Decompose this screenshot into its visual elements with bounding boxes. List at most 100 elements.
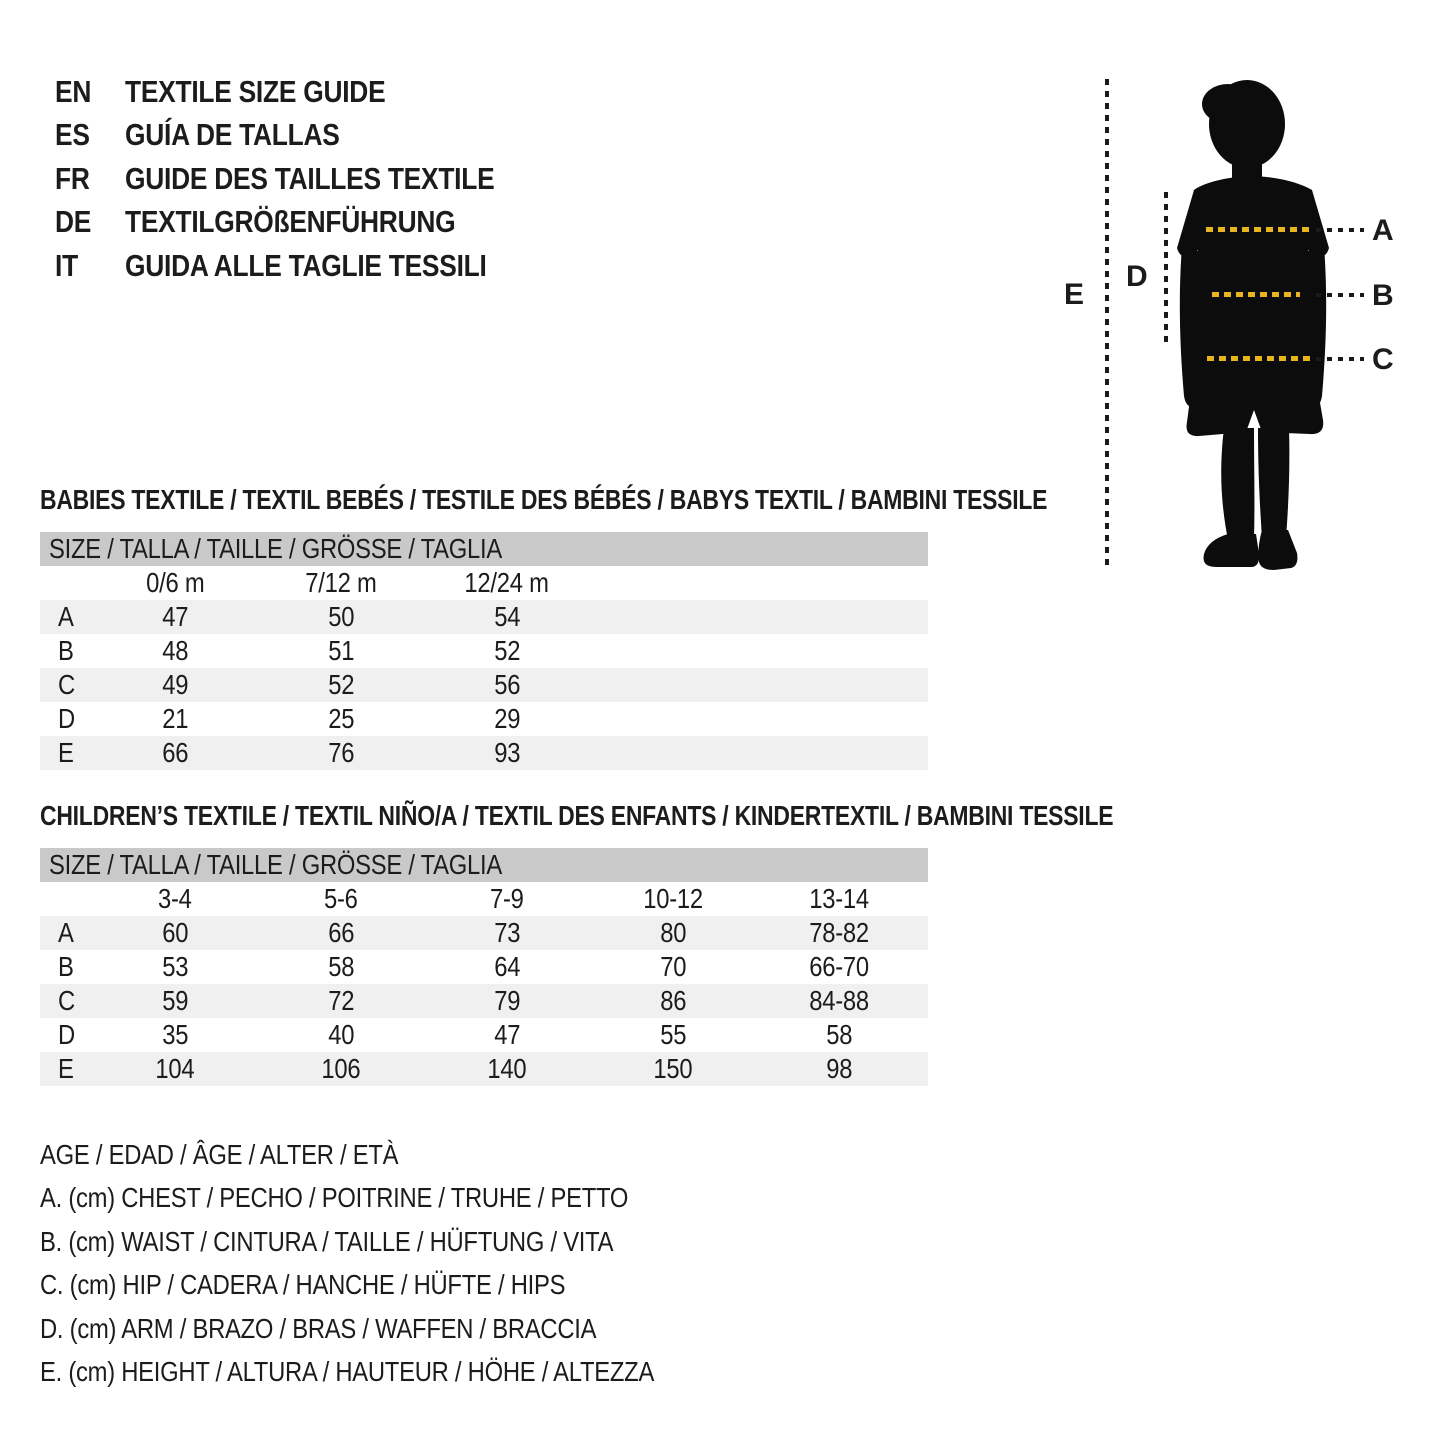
lang-code: EN bbox=[55, 74, 125, 110]
cell-value: 98 bbox=[826, 1053, 852, 1084]
cell-value: 84-88 bbox=[809, 985, 869, 1016]
lang-code-text: ES bbox=[55, 117, 90, 153]
table-row: C 59 72 79 86 84-88 bbox=[40, 984, 928, 1018]
children-size-table: SIZE / TALLA / TAILLE / GRÖSSE / TAGLIA … bbox=[40, 848, 928, 1086]
cell-value: 54 bbox=[494, 601, 520, 632]
cell-value: 58 bbox=[826, 1019, 852, 1050]
column-header: 7-9 bbox=[490, 883, 524, 914]
cell-value: 73 bbox=[494, 917, 520, 948]
row-label: E bbox=[58, 737, 74, 768]
cell-value: 47 bbox=[494, 1019, 520, 1050]
cell-value: 93 bbox=[494, 737, 520, 768]
table-row: A 47 50 54 bbox=[40, 600, 928, 634]
table-row: A 60 66 73 80 78-82 bbox=[40, 916, 928, 950]
column-header: 12/24 m bbox=[464, 567, 550, 598]
cell-value: 70 bbox=[660, 951, 686, 982]
legend-line-waist: B. (cm) WAIST / CINTURA / TAILLE / HÜFTU… bbox=[40, 1225, 614, 1257]
cell-value: 58 bbox=[328, 951, 354, 982]
table-row: E 104 106 140 150 98 bbox=[40, 1052, 928, 1086]
cell-value: 21 bbox=[162, 703, 188, 734]
legend-line-age: AGE / EDAD / ÂGE / ALTER / ETÀ bbox=[40, 1138, 399, 1170]
babies-table-header-bar: SIZE / TALLA / TAILLE / GRÖSSE / TAGLIA bbox=[40, 532, 928, 566]
lang-row-fr: FR GUIDE DES TAILLES TEXTILE bbox=[55, 157, 560, 201]
column-header: 5-6 bbox=[324, 883, 358, 914]
lang-code-text: DE bbox=[55, 204, 92, 240]
cell-value: 66 bbox=[162, 737, 188, 768]
figure-label-d: D bbox=[1126, 260, 1148, 293]
row-label: A bbox=[58, 917, 74, 948]
table-row: B 48 51 52 bbox=[40, 634, 928, 668]
cell-value: 72 bbox=[328, 985, 354, 1016]
cell-value: 52 bbox=[328, 669, 354, 700]
lang-code-text: FR bbox=[55, 160, 90, 196]
lang-code: DE bbox=[55, 204, 125, 240]
cell-value: 86 bbox=[660, 985, 686, 1016]
cell-value: 106 bbox=[321, 1053, 361, 1084]
height-measure-line-e bbox=[1105, 79, 1109, 571]
chest-measure-dashes bbox=[1206, 227, 1310, 232]
lang-code: FR bbox=[55, 161, 125, 197]
hip-measure-dashes bbox=[1207, 356, 1311, 361]
children-section-title: CHILDREN’S TEXTILE / TEXTIL NIÑO/A / TEX… bbox=[40, 800, 1349, 832]
legend-line-height: E. (cm) HEIGHT / ALTURA / HAUTEUR / HÖHE… bbox=[40, 1356, 655, 1388]
measurement-legend: AGE / EDAD / ÂGE / ALTER / ETÀ A. (cm) C… bbox=[40, 1133, 762, 1394]
babies-section-title-text: BABIES TEXTILE / TEXTIL BEBÉS / TESTILE … bbox=[40, 484, 1048, 515]
cell-value: 29 bbox=[494, 703, 520, 734]
size-header-text: SIZE / TALLA / TAILLE / GRÖSSE / TAGLIA bbox=[49, 849, 503, 880]
row-label: A bbox=[58, 601, 74, 632]
children-section-title-text: CHILDREN’S TEXTILE / TEXTIL NIÑO/A / TEX… bbox=[40, 800, 1114, 831]
legend-line-hip: C. (cm) HIP / CADERA / HANCHE / HÜFTE / … bbox=[40, 1269, 566, 1301]
cell-value: 40 bbox=[328, 1019, 354, 1050]
column-header: 10-12 bbox=[643, 883, 703, 914]
language-title-block: EN TEXTILE SIZE GUIDE ES GUÍA DE TALLAS … bbox=[55, 70, 560, 288]
guide-title: GUIDA ALLE TAGLIE TESSILI bbox=[125, 247, 487, 283]
column-header: 0/6 m bbox=[145, 567, 205, 598]
figure-label-c: C bbox=[1372, 343, 1394, 376]
cell-value: 51 bbox=[328, 635, 354, 666]
cell-value: 64 bbox=[494, 951, 520, 982]
row-label: C bbox=[58, 669, 75, 700]
lang-code: ES bbox=[55, 117, 125, 153]
table-row: D 21 25 29 bbox=[40, 702, 928, 736]
cell-value: 66-70 bbox=[809, 951, 869, 982]
waist-measure-dashes bbox=[1212, 292, 1300, 297]
cell-value: 48 bbox=[162, 635, 188, 666]
arm-measure-line-d bbox=[1164, 192, 1168, 344]
row-label: D bbox=[58, 1019, 75, 1050]
size-header-text: SIZE / TALLA / TAILLE / GRÖSSE / TAGLIA bbox=[49, 533, 503, 564]
figure-label-a: A bbox=[1372, 214, 1394, 247]
figure-label-e: E bbox=[1064, 278, 1085, 311]
row-label: D bbox=[58, 703, 75, 734]
row-label: E bbox=[58, 1053, 74, 1084]
child-silhouette-illustration bbox=[1177, 80, 1329, 570]
lang-row-de: DE TEXTILGRÖßENFÜHRUNG bbox=[55, 201, 560, 245]
cell-value: 78-82 bbox=[809, 917, 869, 948]
chest-measure-leader bbox=[1316, 228, 1364, 232]
cell-value: 76 bbox=[328, 737, 354, 768]
figure-label-b: B bbox=[1372, 279, 1394, 312]
column-header: 3-4 bbox=[158, 883, 192, 914]
cell-value: 25 bbox=[328, 703, 354, 734]
column-header: 7/12 m bbox=[305, 567, 377, 598]
row-label: B bbox=[58, 635, 74, 666]
guide-title: TEXTILGRÖßENFÜHRUNG bbox=[125, 204, 456, 240]
waist-measure-leader bbox=[1316, 293, 1364, 297]
babies-columns-row: 0/6 m 7/12 m 12/24 m bbox=[40, 566, 928, 600]
lang-row-es: ES GUÍA DE TALLAS bbox=[55, 114, 560, 158]
guide-title: GUIDE DES TAILLES TEXTILE bbox=[125, 160, 495, 196]
hip-measure-leader bbox=[1316, 357, 1364, 361]
lang-code-text: EN bbox=[55, 73, 92, 109]
cell-value: 140 bbox=[487, 1053, 527, 1084]
lang-row-en: EN TEXTILE SIZE GUIDE bbox=[55, 70, 560, 114]
legend-line-chest: A. (cm) CHEST / PECHO / POITRINE / TRUHE… bbox=[40, 1182, 629, 1214]
lang-code: IT bbox=[55, 248, 125, 284]
guide-title: GUÍA DE TALLAS bbox=[125, 117, 340, 153]
table-row: D 35 40 47 55 58 bbox=[40, 1018, 928, 1052]
guide-title: TEXTILE SIZE GUIDE bbox=[125, 73, 386, 109]
babies-section-title: BABIES TEXTILE / TEXTIL BEBÉS / TESTILE … bbox=[40, 484, 1268, 516]
row-label: B bbox=[58, 951, 74, 982]
cell-value: 150 bbox=[653, 1053, 693, 1084]
cell-value: 55 bbox=[660, 1019, 686, 1050]
children-columns-row: 3-4 5-6 7-9 10-12 13-14 bbox=[40, 882, 928, 916]
